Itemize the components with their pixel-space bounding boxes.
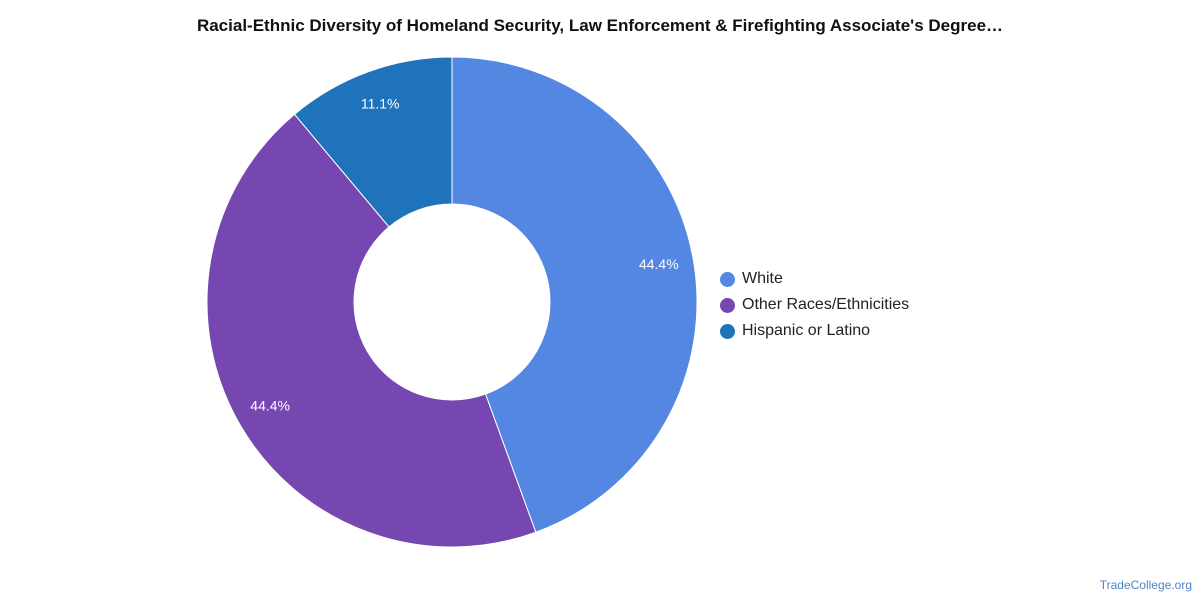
legend-label: White [742,270,783,287]
source-watermark: TradeCollege.org [1099,578,1192,592]
slice-labels: 44.4% 44.4% 11.1% [250,95,678,413]
legend-swatch [720,297,735,313]
slice-value-label: 44.4% [250,398,290,414]
legend-item: Other Races/Ethnicities [720,292,909,318]
legend-label: Hispanic or Latino [742,322,871,339]
legend-label: Other Races/Ethnicities [742,296,910,313]
slice-white [451,56,698,533]
slice-value-label: 44.4% [639,256,679,272]
legend-swatch [720,271,735,287]
chart-title: Racial-Ethnic Diversity of Homeland Secu… [196,16,1004,35]
chart-legend: White Other Races/Ethnicities Hispanic or … [720,266,909,344]
legend-item: Hispanic or Latino [720,318,909,344]
slice-other-races-ethnicities [206,113,537,548]
slice-value-label: 11.1% [361,95,400,111]
legend-swatch [720,323,735,339]
slice-hispanic-or-latino [293,56,453,228]
donut-slices [206,56,698,548]
legend-item: White [720,266,909,292]
